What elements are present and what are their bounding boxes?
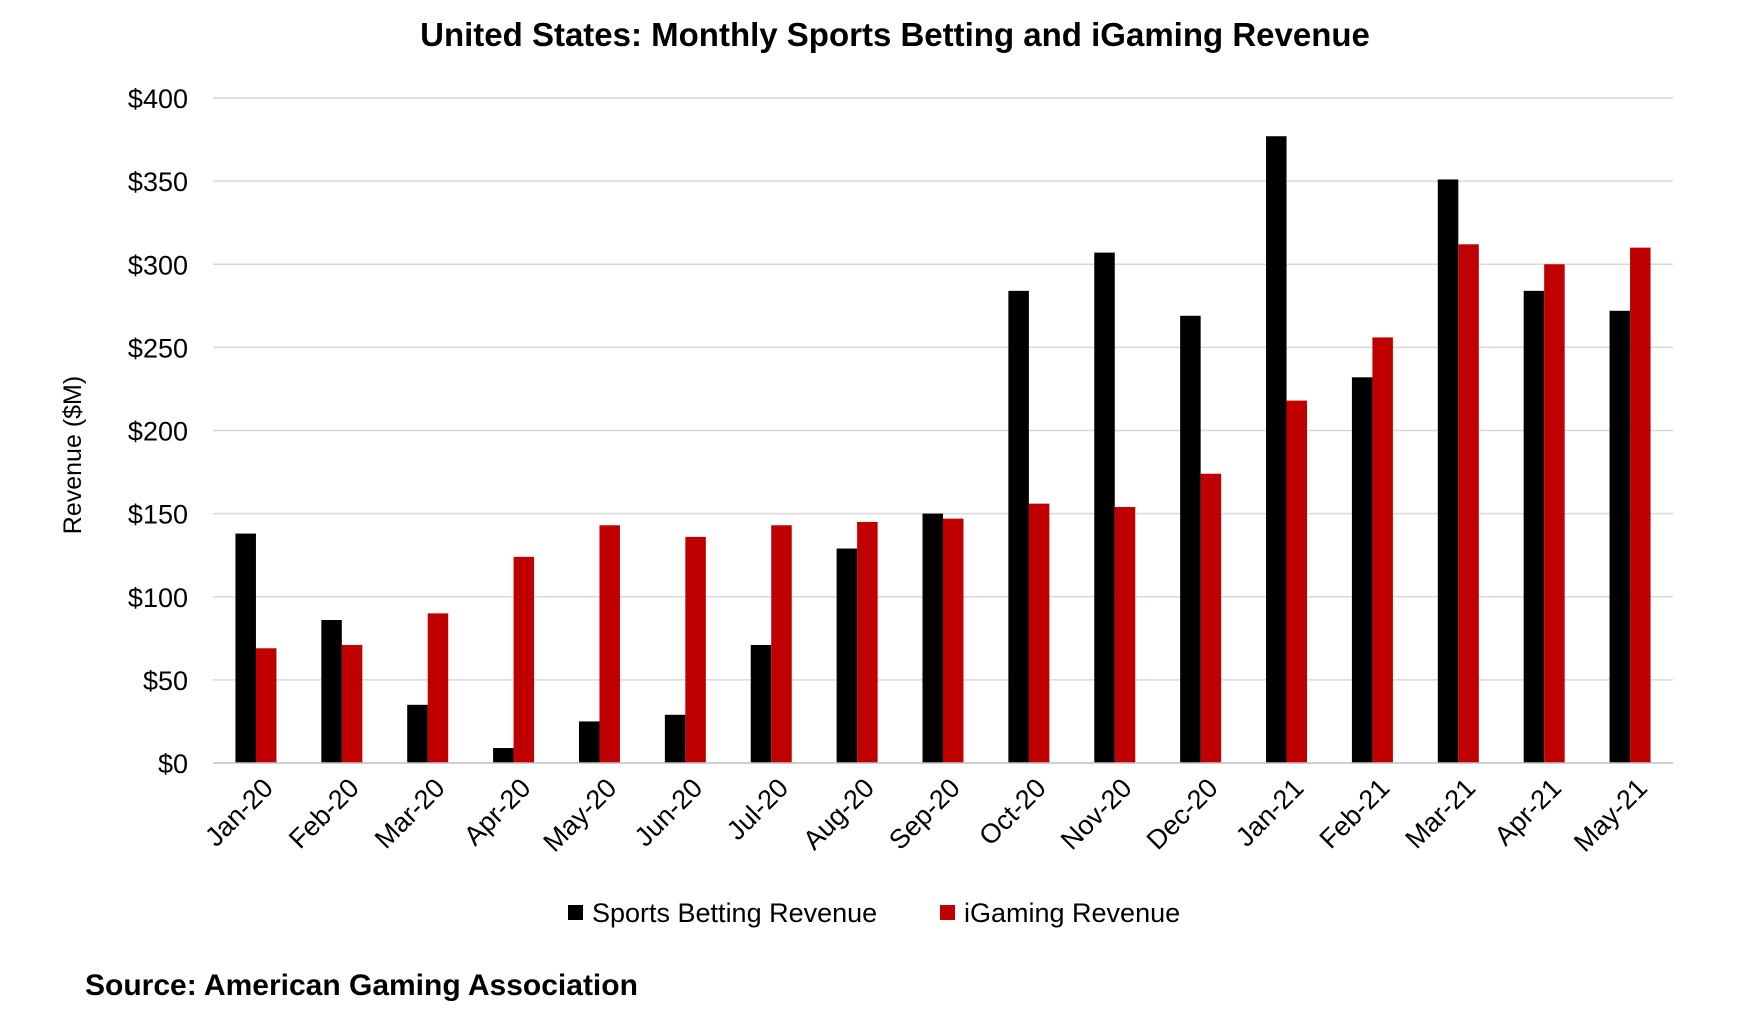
bar-sports-betting	[1094, 252, 1115, 764]
bar-sports-betting	[1351, 377, 1373, 763]
x-tick-label: Feb-20	[283, 773, 365, 855]
x-tick-label: Jun-20	[629, 773, 709, 853]
legend-swatch-sports-betting	[568, 905, 583, 920]
bar-sports-betting	[750, 644, 772, 763]
bar-igaming	[255, 648, 277, 763]
y-tick-label: $300	[128, 250, 188, 280]
x-tick-label: May-20	[538, 773, 623, 858]
source-note: Source: American Gaming Association	[85, 969, 638, 1002]
legend: Sports Betting Revenue iGaming Revenue	[568, 898, 1180, 928]
legend-swatch-igaming	[940, 905, 955, 920]
bar-sports-betting	[1523, 290, 1545, 763]
bar-igaming	[1630, 247, 1651, 763]
x-tick-label: Jan-20	[199, 773, 279, 853]
x-axis-ticks: Jan-20 Feb-20 Mar-20 Apr-20 May-20 Jun-20 Jul-…	[199, 773, 1653, 858]
bar-sports-betting	[235, 533, 256, 763]
bar-sports-betting	[664, 714, 686, 763]
y-axis-title: Revenue ($M)	[59, 376, 87, 534]
bar-igaming	[513, 556, 535, 763]
x-tick-label: Dec-20	[1141, 773, 1224, 856]
bar-sports-betting	[493, 748, 514, 763]
bar-sports-betting	[836, 548, 858, 763]
y-tick-label: $350	[128, 167, 188, 197]
y-tick-label: $0	[158, 749, 188, 779]
bar-igaming	[1286, 400, 1308, 763]
bar-igaming	[1114, 506, 1136, 763]
bar-igaming	[685, 536, 706, 763]
x-tick-label: Jan-21	[1230, 773, 1310, 853]
bar-sports-betting	[407, 704, 428, 763]
legend-label-igaming: iGaming Revenue	[964, 898, 1180, 928]
y-tick-label: $200	[128, 417, 188, 447]
x-tick-label: May-21	[1568, 773, 1653, 858]
bar-igaming	[1372, 337, 1393, 763]
bar-igaming	[427, 613, 449, 763]
bar-sports-betting	[1266, 136, 1287, 764]
y-tick-label: $50	[143, 666, 188, 696]
bar-igaming	[341, 644, 363, 763]
x-tick-label: Jul-20	[721, 773, 794, 846]
x-tick-label: Aug-20	[797, 773, 880, 856]
x-tick-label: Nov-20	[1055, 773, 1138, 856]
bar-sports-betting	[321, 620, 342, 763]
x-tick-label: Mar-20	[369, 773, 451, 855]
bars	[235, 136, 1651, 764]
bar-sports-betting	[922, 513, 943, 763]
y-tick-label: $100	[128, 583, 188, 613]
x-tick-label: Mar-21	[1400, 773, 1482, 855]
bar-igaming	[1200, 473, 1222, 763]
bar-sports-betting	[1180, 315, 1201, 763]
bar-sports-betting	[1437, 179, 1459, 763]
x-tick-label: Oct-20	[973, 773, 1052, 852]
x-tick-label: Apr-21	[1489, 773, 1568, 852]
bar-igaming	[1544, 264, 1565, 763]
bar-sports-betting	[578, 721, 600, 763]
y-tick-label: $400	[128, 84, 188, 114]
bar-igaming	[1028, 503, 1050, 763]
bar-igaming	[1458, 244, 1479, 764]
x-tick-label: Apr-20	[458, 773, 537, 852]
x-tick-label: Sep-20	[883, 773, 966, 856]
bar-igaming	[599, 525, 620, 763]
legend-label-sports-betting: Sports Betting Revenue	[592, 898, 877, 928]
bar-igaming	[857, 521, 878, 763]
bar-igaming	[943, 518, 964, 763]
bar-sports-betting	[1609, 310, 1631, 763]
bar-sports-betting	[1008, 290, 1029, 763]
y-axis-ticks: $0 $50 $100 $150 $200 $250 $300 $350 $400	[128, 84, 188, 779]
bar-igaming	[771, 525, 792, 763]
x-tick-label: Feb-21	[1314, 773, 1396, 855]
chart-title: United States: Monthly Sports Betting an…	[420, 16, 1370, 53]
y-tick-label: $250	[128, 333, 188, 363]
y-tick-label: $150	[128, 500, 188, 530]
